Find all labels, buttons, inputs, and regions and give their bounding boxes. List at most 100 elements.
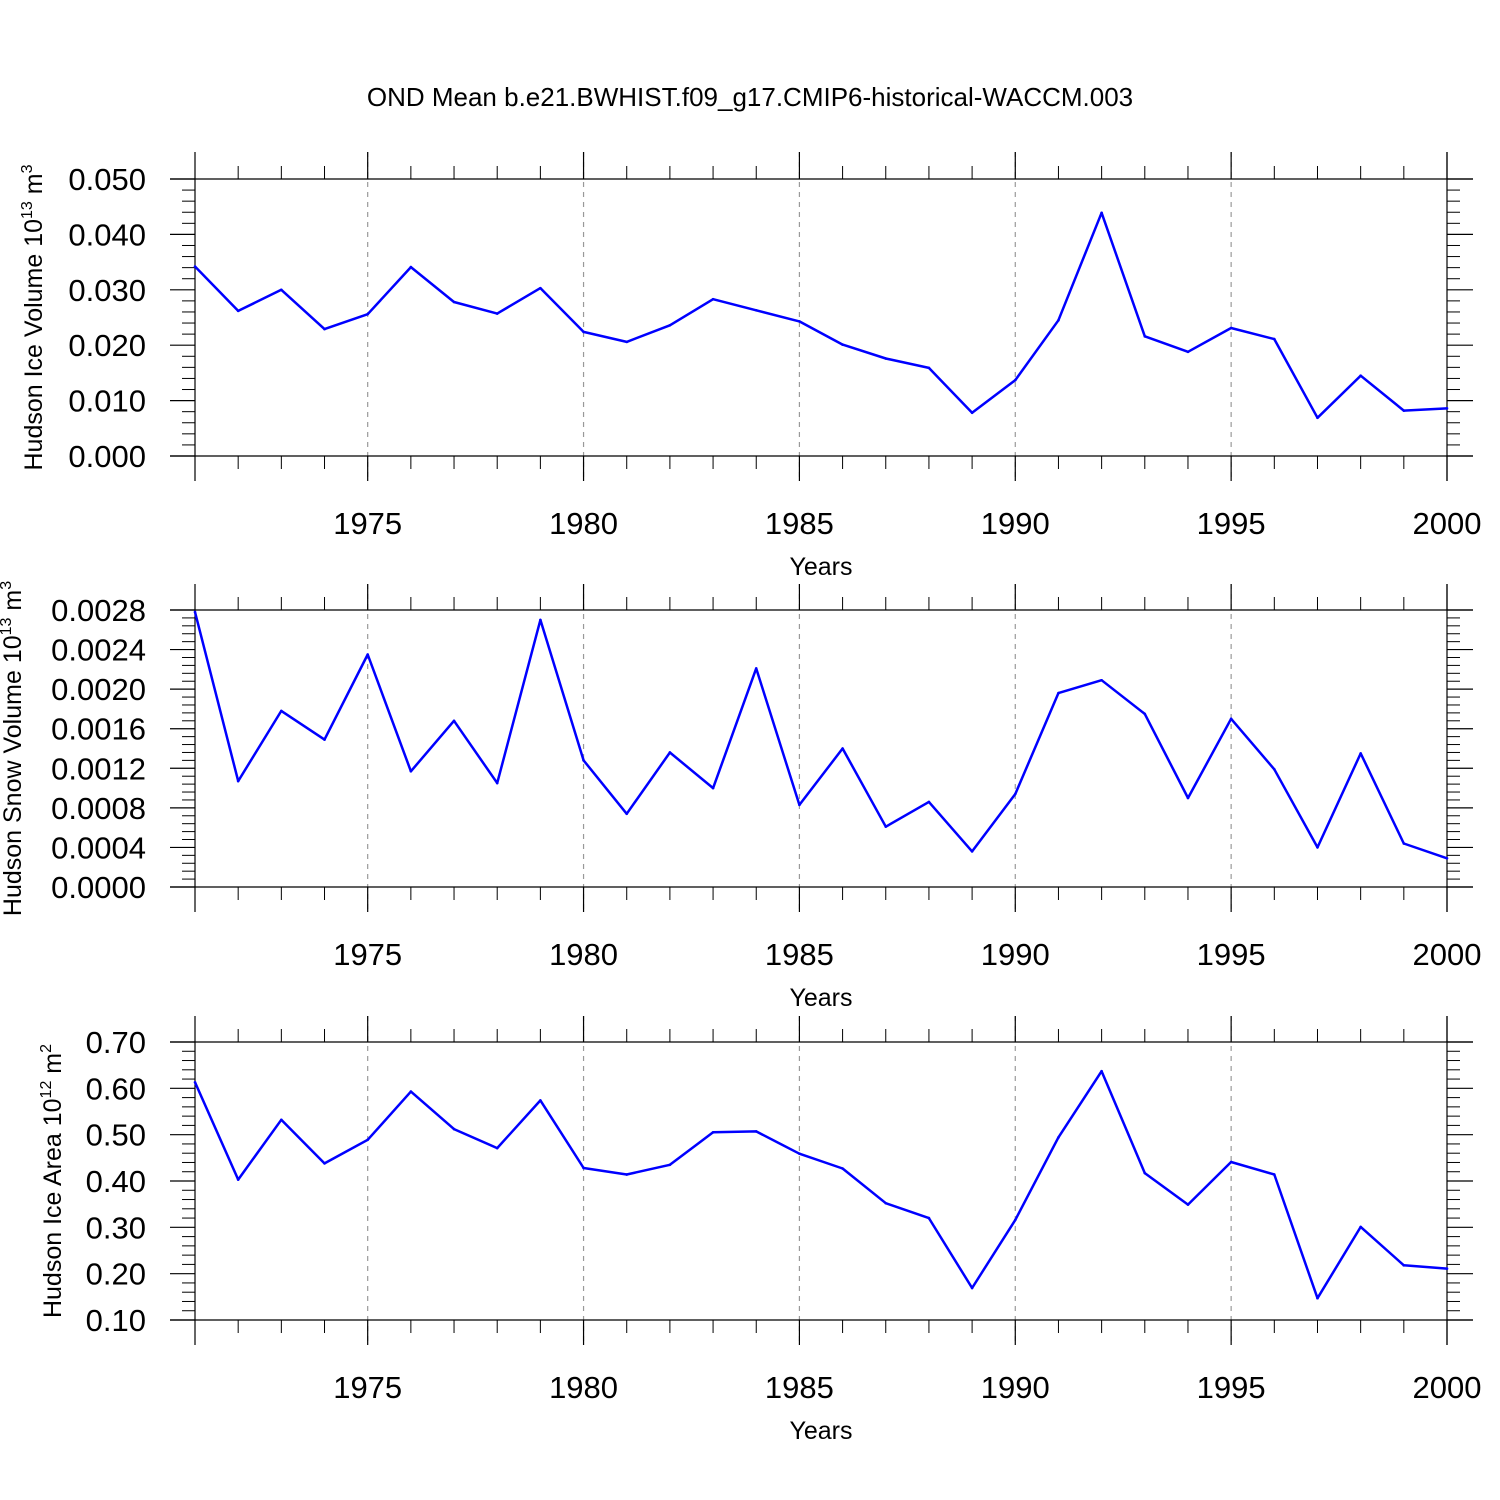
data-point: [280, 288, 283, 292]
data-point: [539, 286, 542, 290]
panel-3: 0.10 0.20 0.30 0.40 0.50 0.60 0.70 1975 1980 1985…: [38, 1016, 1481, 1445]
series-line: [194, 211, 1448, 420]
y-tick-label: 0.0024: [51, 633, 146, 668]
data-point: [625, 1173, 629, 1176]
data-point: [1013, 1218, 1017, 1222]
y-tick-label: 0.0008: [51, 791, 146, 826]
data-point: [366, 1138, 369, 1142]
x-tick-label: 1980: [549, 506, 618, 541]
series-line: [193, 1069, 1448, 1300]
x-axis-label: Years: [789, 1417, 852, 1445]
x-tick-label: 1995: [1197, 506, 1266, 541]
x-tick-label: 1980: [549, 937, 618, 972]
x-tick-label: 1975: [333, 1370, 402, 1405]
series-line: [193, 611, 1448, 860]
data-point: [323, 327, 326, 331]
data-point: [409, 265, 413, 269]
data-point: [1316, 416, 1319, 420]
data-point: [539, 1099, 542, 1102]
data-point: [1100, 678, 1103, 682]
x-tick-label: 2000: [1413, 506, 1482, 541]
data-point: [754, 1130, 758, 1133]
data-point: [1273, 767, 1276, 771]
y-tick-label: 0.020: [68, 328, 146, 363]
x-tick-label: 1985: [765, 506, 834, 541]
data-point: [841, 747, 844, 750]
data-point: [711, 786, 715, 790]
data-point: [366, 653, 369, 656]
panel-1: 0.000 0.010 0.020 0.030 0.040 0.050 1975 1980 19…: [19, 152, 1481, 581]
data-point: [452, 300, 456, 304]
y-tick-label: 0.70: [86, 1025, 146, 1060]
data-point: [193, 1081, 197, 1084]
data-point: [927, 366, 931, 370]
data-point: [798, 1152, 801, 1155]
data-point: [1229, 717, 1233, 721]
data-point: [841, 343, 844, 346]
data-point: [193, 610, 197, 614]
y-tick-label: 0.0028: [51, 593, 146, 628]
data-point: [1445, 857, 1449, 860]
data-point: [582, 759, 585, 762]
data-point: [1402, 1264, 1406, 1267]
y-tick-label: 0.50: [86, 1118, 146, 1153]
data-point: [1057, 318, 1060, 322]
data-point: [1229, 1160, 1233, 1164]
data-point: [539, 618, 542, 622]
data-point: [1445, 1267, 1449, 1270]
data-point: [1402, 842, 1406, 845]
data-point: [409, 1090, 413, 1093]
y-tick-label: 0.60: [86, 1071, 146, 1106]
panel-2: 0.0000 0.0004 0.0008 0.0012 0.0016 0.0020 0.00…: [0, 581, 1481, 1012]
data-point: [1273, 337, 1276, 341]
data-point: [1359, 1225, 1362, 1229]
y-tick-label: 0.000: [68, 439, 146, 474]
data-point: [884, 825, 888, 828]
data-point: [323, 1162, 326, 1165]
data-point: [1445, 407, 1449, 410]
data-point: [582, 330, 585, 334]
x-tick-label: 1975: [333, 506, 402, 541]
y-tick-label: 0.30: [86, 1210, 146, 1245]
data-point: [927, 1216, 931, 1220]
y-tick-label: 0.0016: [51, 712, 146, 747]
data-point: [1143, 1171, 1147, 1175]
y-axis-label: Hudson Ice Volume 1013 m3: [19, 164, 48, 470]
data-point: [711, 1131, 715, 1134]
data-point: [754, 667, 758, 670]
data-point: [409, 769, 413, 773]
data-point: [366, 312, 369, 316]
data-point: [668, 751, 672, 754]
data-point: [884, 357, 888, 360]
x-tick-label: 1990: [981, 937, 1050, 972]
data-point: [1143, 712, 1147, 716]
data-point: [1186, 350, 1190, 354]
x-tick-label: 1985: [765, 937, 834, 972]
data-point: [970, 411, 974, 415]
data-point: [1186, 796, 1190, 800]
y-tick-label: 0.050: [68, 162, 146, 197]
data-point: [1402, 409, 1406, 412]
data-point: [582, 1166, 585, 1170]
data-point: [1013, 378, 1017, 382]
panels: 0.000 0.010 0.020 0.030 0.040 0.050 1975 1980 19…: [0, 152, 1481, 1445]
y-tick-label: 0.010: [68, 384, 146, 419]
data-point: [193, 265, 197, 268]
x-tick-label: 1995: [1197, 1370, 1266, 1405]
data-point: [495, 1146, 499, 1150]
data-point: [668, 1163, 672, 1167]
data-point: [841, 1167, 844, 1170]
data-point: [625, 812, 629, 816]
data-point: [1316, 1296, 1319, 1300]
data-point: [236, 1178, 240, 1181]
x-tick-label: 1985: [765, 1370, 834, 1405]
data-point: [280, 1118, 283, 1122]
data-point: [452, 719, 456, 723]
data-point: [1100, 211, 1103, 215]
data-point: [280, 709, 283, 713]
data-point: [1359, 752, 1362, 755]
data-point: [495, 781, 499, 785]
data-point: [236, 779, 240, 783]
y-tick-label: 0.040: [68, 217, 146, 252]
